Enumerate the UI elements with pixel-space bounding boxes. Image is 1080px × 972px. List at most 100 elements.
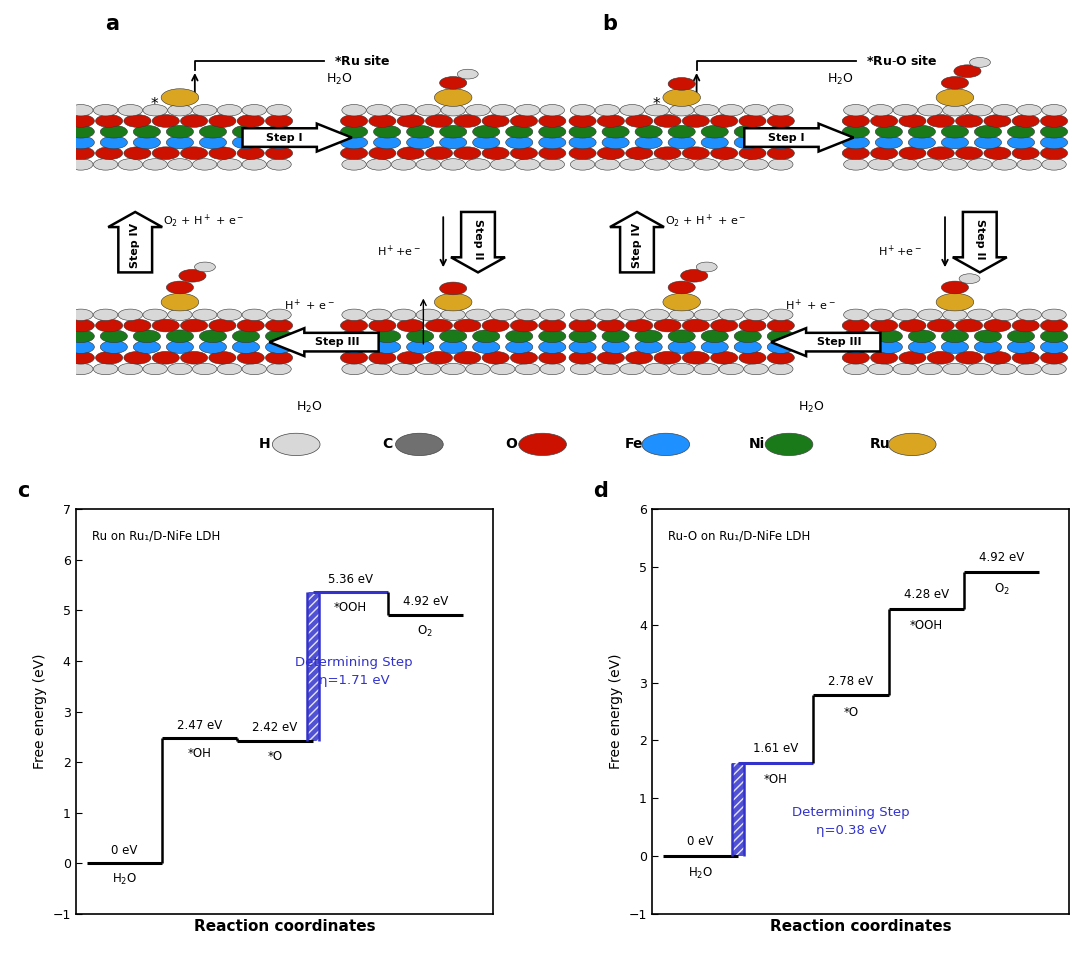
Circle shape <box>511 352 538 364</box>
Circle shape <box>842 319 869 331</box>
Circle shape <box>67 352 94 364</box>
Circle shape <box>143 309 167 321</box>
Circle shape <box>1040 115 1068 127</box>
Circle shape <box>340 136 367 149</box>
FancyArrow shape <box>744 123 853 152</box>
Circle shape <box>625 147 652 159</box>
Circle shape <box>697 262 717 272</box>
Circle shape <box>167 309 192 321</box>
Circle shape <box>711 115 738 127</box>
Circle shape <box>569 115 596 127</box>
Circle shape <box>440 77 467 89</box>
Circle shape <box>67 115 94 127</box>
Circle shape <box>645 309 670 321</box>
Circle shape <box>1017 158 1041 170</box>
Circle shape <box>928 319 955 331</box>
Circle shape <box>899 147 926 159</box>
Circle shape <box>942 340 969 354</box>
Circle shape <box>440 330 467 342</box>
Circle shape <box>1042 105 1066 116</box>
Circle shape <box>663 88 701 106</box>
FancyArrow shape <box>771 329 880 356</box>
Text: Ni: Ni <box>750 437 766 451</box>
Circle shape <box>426 115 453 127</box>
Circle shape <box>1042 364 1066 374</box>
Circle shape <box>597 319 624 331</box>
Circle shape <box>984 319 1011 331</box>
Circle shape <box>918 158 943 170</box>
Circle shape <box>100 340 127 354</box>
Circle shape <box>482 115 509 127</box>
Circle shape <box>118 309 143 321</box>
Circle shape <box>200 340 227 354</box>
Circle shape <box>602 340 630 354</box>
Circle shape <box>669 78 696 90</box>
Circle shape <box>340 115 367 127</box>
Circle shape <box>602 136 630 149</box>
Circle shape <box>511 147 538 159</box>
Circle shape <box>366 105 391 116</box>
Circle shape <box>166 281 193 294</box>
Circle shape <box>654 147 681 159</box>
Circle shape <box>342 309 366 321</box>
Circle shape <box>100 330 127 342</box>
Circle shape <box>943 158 968 170</box>
Circle shape <box>956 319 983 331</box>
Circle shape <box>180 115 207 127</box>
Circle shape <box>602 330 630 342</box>
Circle shape <box>511 115 538 127</box>
Circle shape <box>340 340 367 354</box>
Circle shape <box>569 319 596 331</box>
Circle shape <box>918 364 943 374</box>
Circle shape <box>734 330 761 342</box>
Circle shape <box>701 330 728 342</box>
Circle shape <box>133 125 161 138</box>
Text: H$_2$O: H$_2$O <box>326 72 352 87</box>
Text: 2.47 eV: 2.47 eV <box>177 718 222 732</box>
Circle shape <box>143 158 167 170</box>
Circle shape <box>942 281 969 294</box>
Circle shape <box>1040 319 1068 331</box>
Circle shape <box>490 364 515 374</box>
Circle shape <box>968 364 991 374</box>
Circle shape <box>645 364 670 374</box>
Circle shape <box>152 147 179 159</box>
Circle shape <box>539 115 566 127</box>
Circle shape <box>95 319 123 331</box>
Circle shape <box>200 125 227 138</box>
Circle shape <box>342 364 366 374</box>
Text: Step III: Step III <box>315 337 360 347</box>
Circle shape <box>974 330 1001 342</box>
Circle shape <box>95 352 123 364</box>
Circle shape <box>340 147 367 159</box>
Circle shape <box>956 115 983 127</box>
Circle shape <box>100 136 127 149</box>
Circle shape <box>1040 352 1068 364</box>
Circle shape <box>943 364 968 374</box>
Circle shape <box>993 158 1016 170</box>
Circle shape <box>842 115 869 127</box>
Circle shape <box>739 352 766 364</box>
Text: Ru on Ru₁/D-NiFe LDH: Ru on Ru₁/D-NiFe LDH <box>92 530 220 542</box>
Circle shape <box>518 434 566 456</box>
Circle shape <box>93 105 118 116</box>
Circle shape <box>167 158 192 170</box>
Circle shape <box>406 330 434 342</box>
Circle shape <box>200 136 227 149</box>
Circle shape <box>465 105 490 116</box>
Circle shape <box>67 340 94 354</box>
Circle shape <box>569 340 596 354</box>
Circle shape <box>69 105 93 116</box>
Circle shape <box>744 364 768 374</box>
Circle shape <box>161 294 199 311</box>
Text: $*$: $*$ <box>652 95 661 110</box>
Circle shape <box>368 352 396 364</box>
Circle shape <box>465 364 490 374</box>
Circle shape <box>620 364 645 374</box>
Circle shape <box>843 364 868 374</box>
Circle shape <box>875 136 903 149</box>
Circle shape <box>406 136 434 149</box>
Circle shape <box>625 319 652 331</box>
Text: H$_2$O: H$_2$O <box>688 866 713 882</box>
Circle shape <box>670 364 694 374</box>
